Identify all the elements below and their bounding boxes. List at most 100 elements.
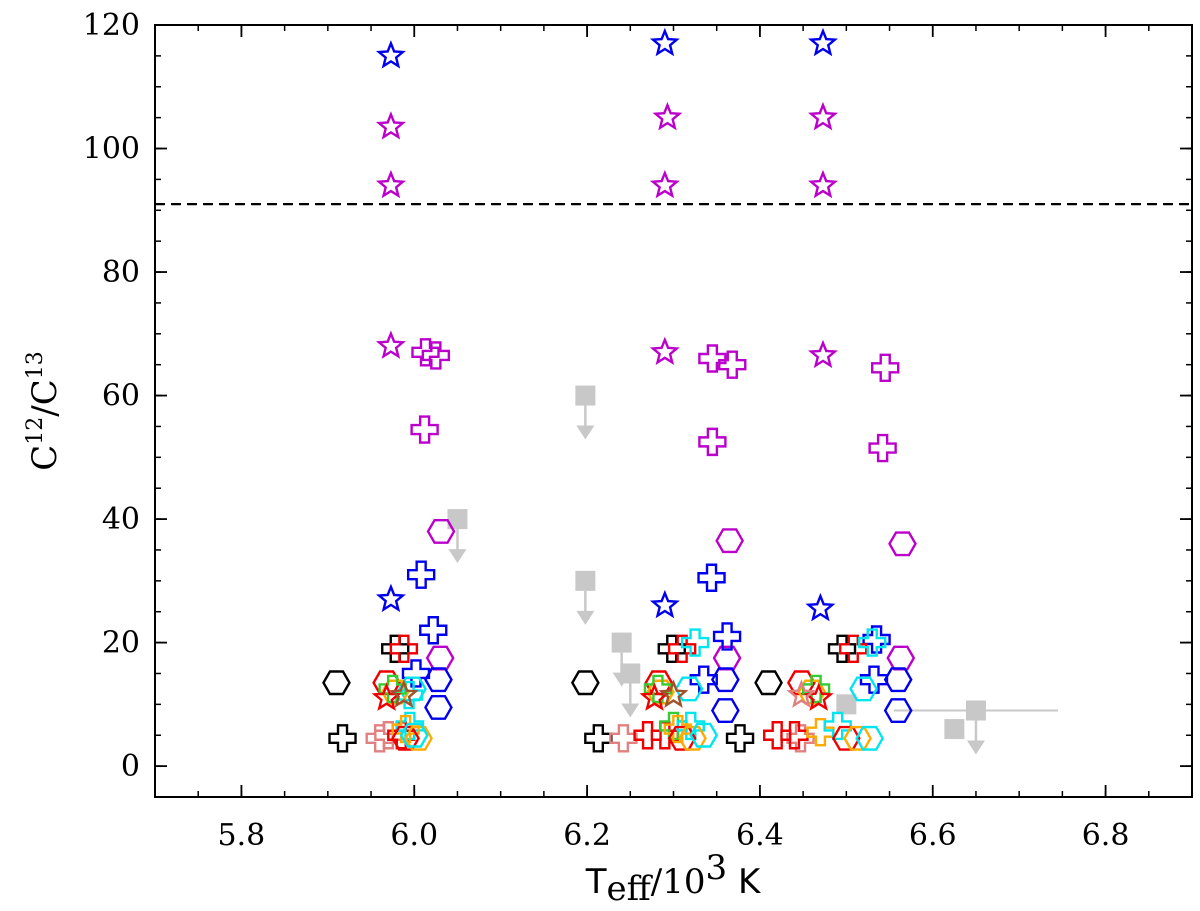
- star-marker: [649, 27, 680, 57]
- y-tick-label: 100: [83, 132, 140, 167]
- hexagon-marker: [754, 670, 783, 696]
- star-marker: [375, 583, 406, 613]
- star-marker: [658, 679, 689, 708]
- upper-limit-square: [611, 632, 632, 653]
- hexagon-marker: [883, 698, 913, 723]
- y-axis-label: C12/C13: [23, 351, 65, 471]
- star-marker: [652, 101, 683, 131]
- y-tick-label: 40: [102, 502, 140, 537]
- plus-marker: [419, 616, 448, 645]
- plus-marker: [718, 350, 747, 379]
- hexagon-marker: [855, 725, 885, 751]
- upper-limit-square: [575, 570, 596, 591]
- hexagon-marker: [404, 725, 433, 751]
- plus-marker: [410, 415, 439, 444]
- star-marker: [808, 27, 838, 57]
- plus-marker: [401, 659, 431, 688]
- x-axis-label-subscript: eff: [607, 869, 654, 909]
- hexagon-marker: [399, 722, 429, 748]
- y-tick-label: 120: [83, 8, 140, 43]
- tick-labels: 5.8 6.0 6.2 6.4 6.6 6.8 0 20 40 60 80 100 120: [83, 8, 1130, 853]
- plus-marker: [667, 634, 697, 663]
- y-axis-label-sup1: 12: [23, 417, 48, 445]
- plus-marker: [862, 625, 891, 654]
- plus-marker: [697, 563, 726, 592]
- y-tick-label: 80: [102, 255, 140, 290]
- plus-marker: [389, 634, 419, 663]
- star-marker: [808, 339, 838, 369]
- plus-marker: [698, 344, 727, 373]
- x-tick-label: 5.8: [218, 818, 266, 853]
- hexagon-marker: [678, 725, 707, 751]
- upper-limit-arrow-head: [966, 740, 985, 755]
- plus-marker: [584, 724, 613, 753]
- hexagon-marker: [849, 676, 879, 702]
- x-axis-label-superscript: 3: [706, 848, 728, 888]
- hexagon-marker: [710, 667, 740, 693]
- x-tick-label: 6.4: [736, 818, 784, 853]
- y-axis-label-mid: /C: [25, 379, 65, 416]
- hexagon-marker: [322, 670, 351, 696]
- star-marker: [375, 330, 406, 359]
- plus-marker: [763, 721, 792, 750]
- hexagon-marker: [424, 694, 453, 720]
- plus-marker: [712, 622, 742, 651]
- x-axis-label-main: T: [585, 862, 607, 902]
- y-tick-label: 60: [102, 379, 140, 414]
- x-axis-label-rest: /10: [651, 862, 706, 902]
- upper-limit-square: [447, 509, 468, 530]
- plus-marker: [680, 628, 710, 657]
- plus-marker: [827, 634, 857, 663]
- y-axis-label-main: C: [25, 445, 65, 471]
- hexagon-marker: [425, 645, 455, 671]
- plus-marker: [858, 628, 887, 657]
- star-marker: [375, 111, 406, 140]
- star-marker: [805, 592, 836, 622]
- star-marker: [808, 169, 838, 199]
- hexagon-marker: [715, 528, 745, 554]
- hexagon-marker: [570, 670, 600, 696]
- plus-marker: [395, 711, 425, 741]
- plus-marker: [823, 711, 852, 741]
- gray-square-marker: [944, 719, 965, 740]
- plus-marker: [868, 433, 897, 463]
- upper-limit-arrow-head: [576, 425, 595, 440]
- plus-marker: [643, 674, 673, 704]
- plus-marker: [381, 634, 410, 663]
- plus-marker: [633, 721, 662, 750]
- x-tick-label: 6.0: [390, 818, 438, 853]
- plus-marker: [806, 717, 835, 747]
- hexagon-marker: [398, 676, 427, 702]
- plus-marker: [328, 724, 357, 753]
- x-tick-label: 6.6: [909, 818, 957, 853]
- hexagon-marker: [710, 698, 740, 723]
- plus-marker: [421, 341, 451, 370]
- x-axis-label: Teff/103 K: [585, 848, 762, 909]
- y-tick-label: 20: [102, 626, 140, 661]
- hexagon-marker: [888, 531, 917, 557]
- plus-marker: [609, 724, 638, 753]
- star-marker: [649, 589, 680, 619]
- upper-limit-arrow-head: [448, 549, 467, 564]
- x-tick-label: 6.8: [1082, 818, 1130, 853]
- hexagon-marker: [886, 645, 916, 671]
- plus-marker: [780, 721, 809, 750]
- y-tick-label: 0: [121, 749, 140, 784]
- gray-square-marker: [836, 694, 857, 715]
- plus-marker: [839, 634, 868, 663]
- plus-marker: [871, 353, 900, 382]
- hexagon-marker: [883, 667, 913, 693]
- plus-marker: [657, 634, 686, 663]
- x-axis-label-unit: K: [727, 862, 762, 902]
- star-marker: [649, 336, 680, 366]
- plus-marker: [365, 724, 394, 753]
- x-tick-label: 6.2: [563, 818, 611, 853]
- upper-limit-square: [620, 663, 641, 684]
- upper-limit-arrow-head: [576, 610, 595, 625]
- hexagon-marker: [424, 667, 453, 693]
- star-marker: [649, 169, 680, 199]
- hexagon-marker: [426, 518, 456, 544]
- star-marker: [786, 679, 817, 708]
- plus-marker: [698, 427, 727, 457]
